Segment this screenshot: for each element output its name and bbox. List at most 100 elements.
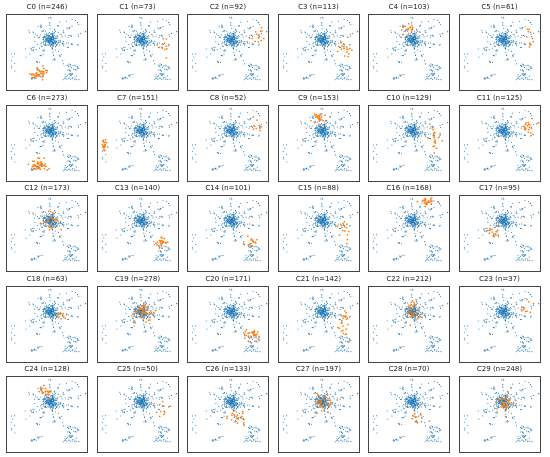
data-point	[433, 43, 436, 45]
data-point	[145, 133, 147, 135]
data-point	[138, 17, 140, 19]
data-point	[347, 166, 349, 168]
data-point	[235, 119, 237, 121]
cluster-point	[433, 144, 436, 147]
data-point	[247, 169, 249, 171]
data-point	[162, 134, 164, 136]
data-point	[143, 36, 145, 38]
data-point	[311, 116, 313, 119]
data-point	[320, 113, 322, 116]
cluster-point	[315, 112, 317, 115]
data-point	[231, 128, 233, 130]
data-point	[403, 73, 405, 75]
data-point	[144, 28, 146, 30]
data-point	[414, 150, 416, 152]
data-point	[421, 112, 423, 114]
data-point	[418, 44, 420, 46]
data-point	[233, 35, 235, 37]
data-point	[49, 23, 51, 25]
data-point	[248, 159, 250, 162]
data-point	[323, 51, 325, 53]
data-point	[523, 35, 525, 37]
data-point	[502, 44, 504, 46]
data-point	[75, 166, 77, 168]
cluster-point	[319, 118, 321, 121]
data-point	[241, 131, 243, 133]
data-point	[423, 133, 425, 135]
data-point	[233, 131, 235, 133]
data-point	[252, 73, 254, 75]
data-point	[415, 122, 417, 124]
data-point	[400, 75, 402, 77]
data-point	[343, 109, 345, 111]
data-point	[327, 37, 330, 39]
data-point	[158, 66, 160, 68]
data-point	[126, 168, 128, 170]
data-point	[416, 149, 418, 151]
data-point	[156, 166, 158, 168]
data-point	[493, 30, 496, 32]
data-point	[495, 29, 497, 32]
data-point	[47, 40, 49, 42]
data-point	[490, 75, 492, 77]
data-point	[219, 75, 221, 77]
data-point	[430, 168, 432, 170]
data-point	[46, 130, 48, 132]
data-point	[63, 45, 65, 47]
data-point	[339, 36, 341, 38]
data-point	[326, 42, 328, 44]
data-point	[315, 124, 317, 127]
data-point	[249, 74, 251, 76]
data-point	[62, 121, 64, 124]
data-point	[137, 126, 139, 128]
data-point	[47, 126, 49, 128]
cluster-point	[531, 40, 534, 43]
data-point	[406, 38, 408, 40]
data-point	[64, 166, 66, 168]
data-point	[315, 134, 317, 136]
data-point	[45, 128, 48, 130]
scatter-panel: C10 (n=129)	[368, 94, 450, 182]
data-point	[300, 122, 302, 124]
data-point	[135, 43, 137, 45]
data-point	[240, 146, 242, 148]
data-point	[130, 26, 132, 28]
data-point	[168, 124, 170, 126]
plot-area	[6, 14, 88, 91]
data-point	[502, 37, 504, 40]
data-point	[53, 45, 55, 47]
data-point	[121, 140, 124, 142]
data-point	[398, 62, 401, 64]
data-point	[238, 50, 240, 53]
data-point	[68, 66, 70, 68]
data-point	[141, 131, 143, 133]
data-point	[493, 73, 496, 75]
data-point	[260, 123, 262, 125]
data-point	[259, 157, 261, 160]
data-point	[496, 130, 498, 132]
data-point	[133, 133, 135, 136]
scatter-panel: C3 (n=113)	[277, 3, 360, 91]
data-point	[33, 127, 36, 129]
data-point	[506, 131, 508, 133]
data-point	[305, 137, 307, 139]
data-point	[61, 36, 63, 38]
data-point	[259, 67, 261, 69]
data-point	[412, 135, 414, 137]
data-point	[386, 138, 388, 141]
data-point	[150, 132, 152, 134]
data-point	[232, 134, 234, 136]
data-point	[137, 37, 139, 39]
data-point	[153, 131, 155, 133]
data-point	[142, 31, 144, 33]
data-point	[500, 135, 502, 137]
data-point	[41, 136, 43, 138]
data-point	[502, 28, 504, 30]
data-point	[44, 44, 46, 46]
data-point	[524, 78, 526, 80]
data-point	[142, 45, 144, 47]
data-point	[308, 151, 310, 153]
data-point	[44, 131, 46, 133]
data-point	[231, 44, 233, 46]
data-point	[425, 153, 427, 155]
